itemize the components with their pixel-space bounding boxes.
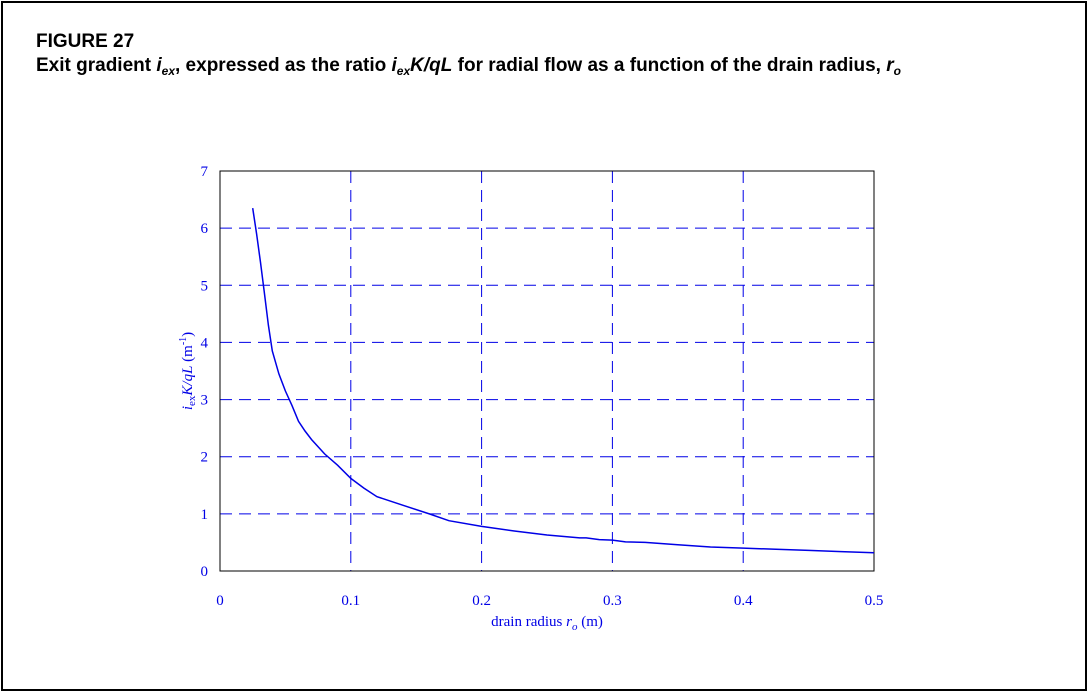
x-label-unit: (m) xyxy=(577,614,602,630)
y-label-unit-close: ) xyxy=(180,332,196,337)
caption-i-symbol-2: i xyxy=(391,55,397,76)
caption-ex-subscript: ex xyxy=(161,64,175,78)
caption-i-symbol: i xyxy=(156,55,162,76)
y-tick-label: 4 xyxy=(201,335,209,351)
y-tick-label: 0 xyxy=(201,564,209,580)
y-tick-label: 7 xyxy=(201,164,209,180)
x-label-subscript: o xyxy=(572,621,578,633)
chart-grid xyxy=(220,171,874,571)
figure-number: FIGURE 27 xyxy=(36,31,135,52)
caption-ratio-tail: K/qL xyxy=(410,55,453,76)
y-tick-label: 3 xyxy=(201,393,209,409)
y-tick-label: 5 xyxy=(201,278,209,294)
y-tick-label: 1 xyxy=(201,507,209,523)
figure-caption: Exit gradient iex, expressed as the rati… xyxy=(36,54,1051,78)
caption-text-1: Exit gradient xyxy=(36,55,157,76)
x-label-main: drain radius xyxy=(491,614,566,630)
figure-heading: FIGURE 27 Exit gradient iex, expressed a… xyxy=(36,30,1051,78)
y-label-unit-sup: -1 xyxy=(178,337,189,345)
y-label-ex: ex xyxy=(186,395,198,406)
caption-ex-subscript-2: ex xyxy=(396,64,411,78)
y-label-i: i xyxy=(180,406,196,410)
x-tick-label: 0 xyxy=(216,593,224,609)
y-axis-label: iexK/qL (m-1) xyxy=(178,332,198,410)
caption-text-2: , expressed as the ratio xyxy=(175,55,392,76)
x-tick-label: 0.2 xyxy=(472,593,491,609)
y-tick-label: 6 xyxy=(201,221,209,237)
x-axis-label: drain radius ro (m) xyxy=(491,614,603,633)
y-tick-label: 2 xyxy=(201,450,209,466)
x-tick-label: 0.4 xyxy=(734,593,753,609)
y-label-unit-open: (m xyxy=(180,345,196,366)
tick-labels: 0 0.1 0.2 0.3 0.4 0.5 0 1 2 3 4 5 6 7 xyxy=(201,164,884,609)
y-label-kql: K/qL xyxy=(180,366,196,397)
plot-area-frame xyxy=(219,170,875,572)
x-tick-label: 0.3 xyxy=(603,593,622,609)
caption-r-symbol: r xyxy=(886,55,894,76)
x-label-symbol: r xyxy=(566,614,572,630)
caption-text-3: for radial flow as a function of the dra… xyxy=(452,55,887,76)
caption-o-subscript: o xyxy=(893,64,901,78)
x-tick-label: 0.5 xyxy=(865,593,884,609)
x-tick-label: 0.1 xyxy=(341,593,360,609)
series-line xyxy=(251,207,875,554)
